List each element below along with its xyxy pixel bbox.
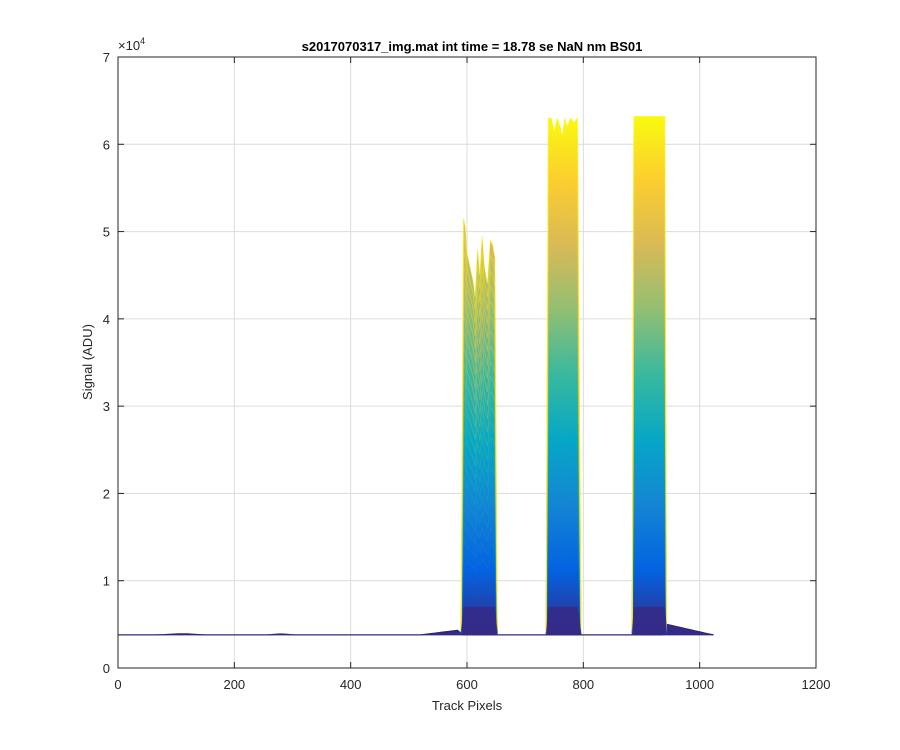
x-tick-label: 600 bbox=[456, 677, 478, 692]
x-tick-label: 1000 bbox=[685, 677, 714, 692]
peak-band-line bbox=[460, 586, 498, 635]
peak-band-line bbox=[545, 435, 582, 634]
peak-band-line bbox=[545, 235, 582, 633]
peak-band-line bbox=[460, 378, 498, 632]
peak-band-line bbox=[460, 314, 498, 631]
y-tick-labels: 0 1 2 3 4 5 6 7 bbox=[103, 50, 110, 676]
peak-band-line bbox=[460, 394, 498, 632]
peak-band-line bbox=[545, 116, 582, 632]
peak-band-line bbox=[460, 234, 498, 630]
peak-band-line bbox=[545, 176, 582, 632]
peak-band-line bbox=[545, 355, 582, 634]
peak-band-line bbox=[460, 330, 498, 631]
peak-band-line bbox=[460, 346, 498, 631]
peak-band-line bbox=[545, 474, 582, 634]
peak-band-line bbox=[460, 521, 498, 634]
y-axis-label: Signal (ADU) bbox=[80, 324, 95, 400]
peak-band-line bbox=[460, 474, 498, 633]
peak-band-line bbox=[460, 282, 498, 630]
y-tick-label: 3 bbox=[103, 399, 110, 414]
peak-band-line bbox=[545, 196, 582, 632]
peak-band-line bbox=[545, 415, 582, 634]
peak-band-line bbox=[460, 426, 498, 632]
peak-band-line bbox=[545, 295, 582, 633]
x-tick-label: 1200 bbox=[802, 677, 831, 692]
peak-band-line bbox=[545, 255, 582, 633]
peak-band-line bbox=[545, 554, 582, 635]
peak-band-line bbox=[545, 455, 582, 634]
x-tick-label: 800 bbox=[572, 677, 594, 692]
peak-band-line bbox=[460, 442, 498, 633]
peak-band-line bbox=[460, 505, 498, 634]
peak-band-line bbox=[460, 410, 498, 632]
y-tick-label: 4 bbox=[103, 312, 110, 327]
data-surface bbox=[118, 115, 714, 636]
peak-band-line bbox=[460, 553, 498, 634]
peak-base bbox=[546, 606, 582, 635]
peak-band-line bbox=[545, 375, 582, 634]
peak-band-line bbox=[460, 362, 498, 631]
y-tick-label: 6 bbox=[103, 137, 110, 152]
chart-title: s2017070317_img.mat int time = 18.78 se … bbox=[302, 39, 643, 54]
x-tick-label: 0 bbox=[114, 677, 121, 692]
peak-band-line bbox=[460, 266, 498, 630]
peak-band-line bbox=[460, 298, 498, 630]
y-exponent-label: ×104 bbox=[118, 36, 145, 53]
peak-base bbox=[632, 606, 667, 635]
peak-surface bbox=[546, 118, 582, 635]
peak-band-line bbox=[460, 489, 498, 633]
peak-band-line bbox=[545, 136, 582, 632]
peak-band-line bbox=[460, 537, 498, 634]
peak-band-line bbox=[545, 534, 582, 635]
x-tick-label: 400 bbox=[340, 677, 362, 692]
peak-base bbox=[461, 606, 498, 635]
peak-band-line bbox=[460, 250, 498, 630]
peak-band-line bbox=[545, 315, 582, 633]
peak-2 bbox=[545, 116, 582, 635]
y-tick-label: 0 bbox=[103, 661, 110, 676]
peak-band-line bbox=[545, 514, 582, 635]
peak-band-line bbox=[631, 115, 667, 628]
x-tick-label: 200 bbox=[223, 677, 245, 692]
x-axis-label: Track Pixels bbox=[432, 698, 503, 713]
peak-1 bbox=[460, 218, 498, 635]
x-tick-labels: 0 200 400 600 800 1000 1200 bbox=[114, 677, 830, 692]
peak-band-line bbox=[460, 458, 498, 633]
peak-band-line bbox=[545, 574, 582, 635]
y-tick-label: 5 bbox=[103, 225, 110, 240]
peak-band-line bbox=[545, 395, 582, 634]
peak-band-line bbox=[545, 216, 582, 633]
peak-band-line bbox=[545, 335, 582, 633]
y-tick-label: 7 bbox=[103, 50, 110, 65]
peak-band-line bbox=[545, 594, 582, 635]
y-tick-label: 2 bbox=[103, 486, 110, 501]
y-tick-label: 1 bbox=[103, 574, 110, 589]
peak-band-line bbox=[545, 156, 582, 632]
peak-band-line bbox=[545, 494, 582, 634]
peak-band-line bbox=[460, 569, 498, 634]
baseline-line bbox=[118, 623, 714, 636]
peak-band-line bbox=[460, 218, 498, 629]
ticks bbox=[117, 56, 817, 669]
peak-band-line bbox=[460, 602, 498, 635]
peak-band-line bbox=[545, 275, 582, 633]
peak-3 bbox=[631, 115, 667, 635]
